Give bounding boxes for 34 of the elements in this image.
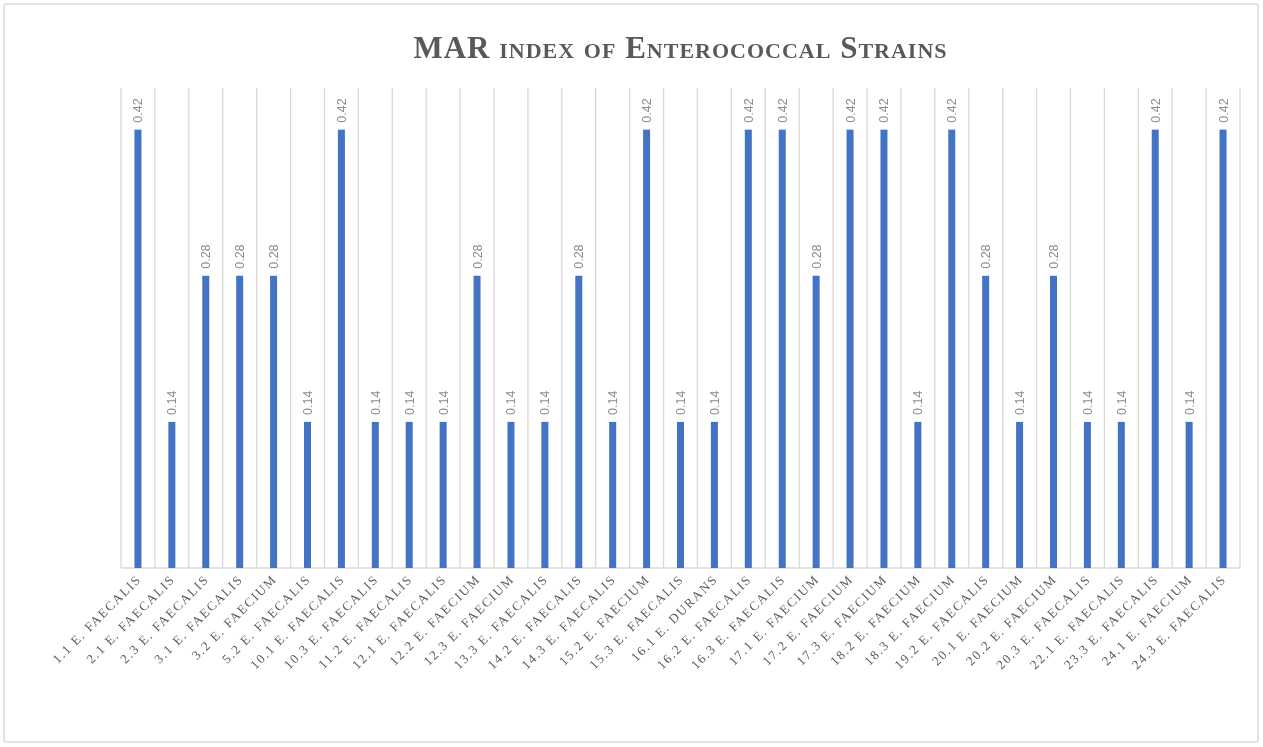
data-label: 0.28	[199, 244, 214, 269]
data-label: 0.14	[1182, 390, 1197, 415]
data-label: 0.28	[979, 244, 994, 269]
data-label: 0.14	[538, 390, 553, 415]
data-label: 0.42	[741, 98, 756, 123]
data-label: 0.42	[1148, 98, 1163, 123]
data-label: 0.14	[1013, 390, 1028, 415]
data-label: 0.14	[674, 390, 688, 415]
data-label: 0.14	[911, 390, 926, 415]
data-label: 0.42	[334, 98, 349, 123]
data-label: 0.42	[1216, 98, 1231, 123]
data-label: 0.14	[402, 390, 417, 415]
data-label: 0.14	[1080, 390, 1095, 415]
data-label: 0.14	[436, 390, 451, 415]
data-label: 0.42	[640, 98, 655, 123]
data-label: 0.14	[165, 390, 180, 415]
chart-title: MAR index of Enterococcal Strains	[413, 30, 948, 65]
data-label: 0.28	[809, 244, 824, 269]
data-label: 0.28	[470, 244, 485, 269]
data-label: 0.14	[368, 390, 383, 415]
data-label: 0.14	[301, 390, 315, 415]
data-label: 0.42	[877, 98, 892, 123]
data-label: 0.28	[1047, 244, 1061, 269]
data-label: 0.14	[1114, 390, 1129, 415]
data-label: 0.14	[504, 390, 519, 415]
data-label: 0.28	[233, 244, 248, 269]
data-label: 0.42	[945, 98, 960, 123]
data-label: 0.42	[843, 98, 858, 123]
data-label: 0.42	[131, 98, 146, 123]
data-label: 0.28	[572, 244, 587, 269]
data-label: 0.28	[267, 244, 282, 269]
data-label: 0.14	[707, 390, 722, 415]
data-label: 0.14	[606, 390, 621, 415]
data-label: 0.42	[775, 98, 790, 123]
